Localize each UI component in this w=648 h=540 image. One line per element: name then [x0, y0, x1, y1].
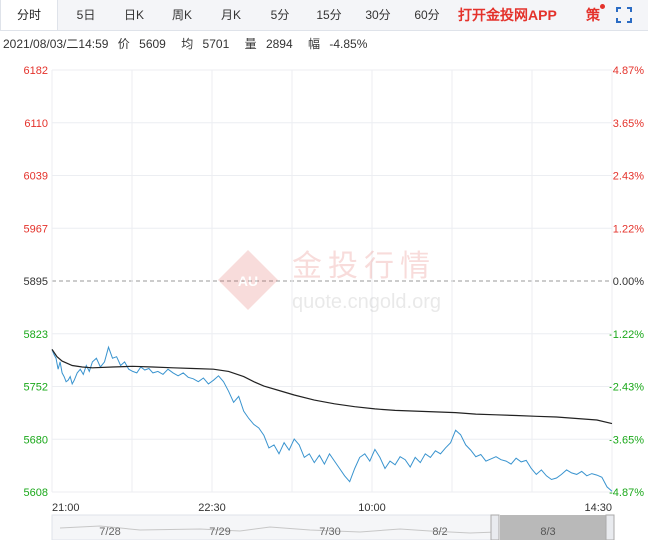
navigator-date-label: 8/2 — [432, 526, 447, 538]
navigator-selection — [500, 515, 612, 540]
volume-label: 量 — [244, 37, 257, 51]
tab-5min[interactable]: 5分 — [270, 8, 290, 22]
pct-tick-label: -2.43% — [609, 382, 644, 394]
watermark-logo: AU 金投行情 quote.cngold.org — [218, 249, 441, 313]
price-line — [51, 345, 613, 492]
watermark-title: 金投行情 — [292, 249, 436, 284]
avg-label: 均 — [181, 37, 194, 51]
y-tick-label: 6182 — [24, 65, 48, 77]
pct-tick-label: -3.65% — [609, 434, 644, 446]
watermark-url: quote.cngold.org — [292, 291, 441, 313]
navigator-date-label: 8/3 — [540, 526, 555, 538]
y-tick-label: 5895 — [24, 276, 48, 288]
navigator-handle-right — [605, 514, 615, 540]
avg-line — [51, 349, 613, 425]
avg-value: 5701 — [202, 37, 230, 51]
notification-dot — [600, 4, 605, 9]
pct-tick-label: -1.22% — [609, 329, 644, 341]
pct-tick-label: 3.65% — [613, 118, 644, 130]
tab-intraday[interactable]: 分时 — [0, 0, 58, 30]
x-tick-label: 14:30 — [584, 502, 612, 514]
navigator-date-label: 7/28 — [99, 526, 120, 538]
pct-tick-label: 4.87% — [613, 65, 644, 77]
watermark-logo-text: AU — [238, 273, 258, 289]
navigator-preview-line — [59, 525, 498, 534]
x-tick-label: 10:00 — [358, 502, 386, 514]
tab-5day[interactable]: 5日 — [76, 8, 96, 22]
y-tick-label: 5608 — [24, 487, 48, 499]
navigator-date-label: 7/29 — [209, 526, 230, 538]
pct-tick-label: 0.00% — [613, 276, 644, 288]
tab-daily-k[interactable]: 日K — [123, 8, 144, 22]
pct-tick-label: 2.43% — [613, 171, 644, 183]
tab-15min[interactable]: 15分 — [316, 8, 342, 22]
x-tick-label: 22:30 — [198, 502, 226, 514]
volume-value: 2894 — [265, 37, 293, 51]
change-label: 幅 — [308, 37, 321, 51]
quote-datetime: 2021/08/03/二14:59 — [3, 37, 109, 51]
navigator-handle-left — [490, 514, 500, 540]
fullscreen-icon[interactable] — [616, 7, 632, 23]
y-tick-label: 6110 — [24, 118, 48, 130]
quote-info-bar: 2021/08/03/二14:59 价 5609 均 5701 量 2894 幅… — [0, 34, 379, 54]
change-value: -4.85% — [329, 37, 368, 51]
strategy-button[interactable]: 策 — [586, 7, 600, 23]
tab-60min[interactable]: 60分 — [414, 8, 440, 22]
open-app-link[interactable]: 打开金投网APP — [458, 7, 557, 23]
pct-tick-label: 1.22% — [613, 223, 644, 235]
tab-30min[interactable]: 30分 — [365, 8, 391, 22]
y-tick-label: 5823 — [24, 329, 48, 341]
y-tick-label: 5967 — [24, 223, 48, 235]
pct-tick-label: -4.87% — [609, 487, 644, 499]
y-tick-label: 5752 — [24, 382, 48, 394]
price-label: 价 — [117, 37, 130, 51]
tab-monthly-k[interactable]: 月K — [220, 8, 241, 22]
y-tick-label: 5680 — [24, 434, 48, 446]
x-tick-label: 21:00 — [52, 502, 80, 514]
y-tick-label: 6039 — [24, 171, 48, 183]
tab-weekly-k[interactable]: 周K — [171, 8, 192, 22]
period-tab-bar: 分时 5日 日K 周K 月K 5分 15分 30分 60分 打开金投网APP 策 — [0, 0, 648, 31]
price-value: 5609 — [139, 37, 166, 51]
navigator-date-label: 7/30 — [319, 526, 340, 538]
